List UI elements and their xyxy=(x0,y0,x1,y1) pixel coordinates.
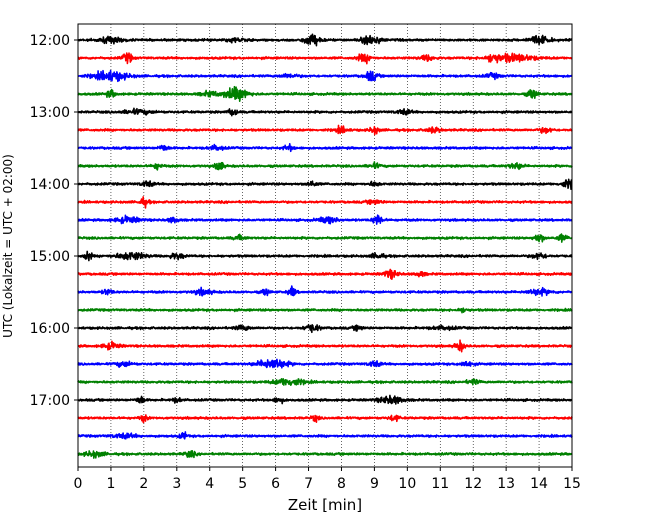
x-tick-label: 11 xyxy=(431,476,449,492)
y-tick-label: 12:00 xyxy=(30,33,70,49)
trace-1730 xyxy=(77,431,573,440)
trace-1545 xyxy=(77,307,573,314)
y-axis-ticks: 12:00 13:00 14:00 15:00 16:00 17:00 xyxy=(30,33,78,409)
trace-1645 xyxy=(77,377,573,386)
x-tick-label: 9 xyxy=(370,476,379,492)
trace-1500 xyxy=(77,250,573,262)
x-tick-label: 13 xyxy=(497,476,515,492)
trace-1330 xyxy=(77,143,573,153)
trace-1200 xyxy=(77,33,573,47)
trace-1530 xyxy=(77,285,573,297)
x-tick-label: 7 xyxy=(304,476,313,492)
x-tick-label: 4 xyxy=(205,476,214,492)
x-tick-label: 3 xyxy=(172,476,181,492)
trace-1345 xyxy=(77,161,573,171)
trace-group xyxy=(77,33,573,459)
trace-1245 xyxy=(77,85,573,102)
trace-1315 xyxy=(77,124,573,136)
trace-1430 xyxy=(77,214,573,225)
trace-1600 xyxy=(77,323,573,334)
y-tick-label: 13:00 xyxy=(30,105,70,121)
x-axis-label: Zeit [min] xyxy=(288,496,362,514)
x-tick-label: 14 xyxy=(530,476,548,492)
x-tick-label: 6 xyxy=(271,476,280,492)
x-tick-label: 15 xyxy=(563,476,581,492)
plot-frame xyxy=(77,23,573,468)
x-tick-label: 10 xyxy=(398,476,416,492)
trace-1445 xyxy=(77,233,573,243)
trace-1515 xyxy=(77,268,573,281)
x-tick-label: 5 xyxy=(238,476,247,492)
y-tick-label: 14:00 xyxy=(30,177,70,193)
trace-1615 xyxy=(77,339,573,353)
trace-1630 xyxy=(77,358,573,369)
trace-1745 xyxy=(77,450,573,459)
trace-1230 xyxy=(77,69,573,83)
trace-1300 xyxy=(77,107,573,117)
trace-1215 xyxy=(77,52,573,65)
trace-1400 xyxy=(77,178,573,191)
y-tick-label: 15:00 xyxy=(30,249,70,265)
vertical-gridlines xyxy=(110,24,540,467)
y-tick-label: 17:00 xyxy=(30,393,70,409)
x-tick-label: 1 xyxy=(106,476,115,492)
trace-1715 xyxy=(77,414,573,424)
y-tick-label: 16:00 xyxy=(30,321,70,337)
y-axis-label: UTC (Lokalzeit = UTC + 02:00) xyxy=(1,154,15,338)
x-tick-label: 2 xyxy=(139,476,148,492)
x-tick-label: 0 xyxy=(74,476,83,492)
x-axis-ticks: 0 1 2 3 4 5 6 7 8 9 10 11 12 13 14 15 xyxy=(74,467,581,492)
trace-1700 xyxy=(77,394,573,405)
x-tick-label: 8 xyxy=(337,476,346,492)
trace-1415 xyxy=(77,196,573,209)
x-tick-label: 12 xyxy=(464,476,482,492)
